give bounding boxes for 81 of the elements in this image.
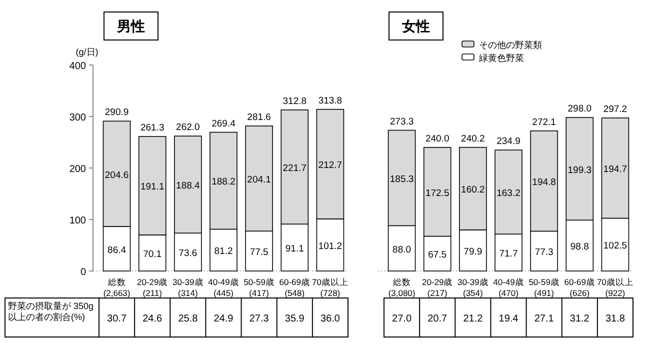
total-label: 312.8 [282,96,307,107]
x-tick-label: 20-29歳 (217) [422,277,453,298]
total-label: 273.3 [390,116,414,128]
text: 20.7 [428,314,448,324]
x-tick-label: 60-69歳 (626) [564,277,596,298]
total-label: 240.2 [461,133,485,144]
total-label: 298.0 [568,103,592,114]
x-tick-label: 30-39歳 (354) [458,277,488,298]
data-label: 188.2 [212,176,236,188]
data-label: 77.5 [250,247,268,258]
y-axis-title: (g/日) [76,47,98,57]
data-label: 212.7 [318,160,342,172]
data-label: 194.7 [603,164,628,176]
text: 30.7 [107,314,127,324]
data-label: 73.6 [178,248,198,260]
text: 31.2 [570,314,590,324]
total-label: 281.6 [247,112,271,123]
data-label: 79.9 [464,246,482,258]
total-label: 240.0 [425,133,450,144]
text: 25.8 [178,314,198,324]
x-tick-label: 総数 (3,080) [388,277,416,298]
total-label: 297.2 [603,104,628,115]
data-label: 185.3 [390,174,414,185]
data-label: 91.1 [285,244,304,255]
chart-title: 女性 [401,18,430,34]
y-tick-label: 0 [80,267,86,278]
text: 21.2 [463,314,484,324]
total-label: 269.4 [212,118,236,130]
data-label: 199.3 [568,164,592,176]
total-label: 272.1 [532,116,556,128]
data-label: 160.2 [461,184,485,196]
total-label: 313.8 [318,95,342,106]
chart-title: 男性 [116,18,145,34]
text: 27.3 [249,314,270,324]
total-label: 290.9 [104,107,129,118]
text: 36.0 [320,314,340,324]
data-label: 194.8 [532,177,556,188]
x-tick-label: 30-39歳 (314) [172,277,204,298]
text: 24.6 [142,314,163,324]
data-label: 67.5 [428,250,447,261]
text: 野菜の摂取量が 350g 以上の者の割合(%) [8,301,94,322]
legend-label: 緑黄色野菜 [478,53,524,63]
text: 27.0 [392,314,412,324]
x-tick-label: 70歳以上 (922) [596,277,634,298]
x-tick-label: 50-59歳 (491) [528,277,560,298]
data-label: 88.0 [392,244,412,256]
data-label: 86.4 [108,244,126,256]
y-tick-label: 400 [69,61,86,72]
legend-label: その他の野菜類 [479,40,542,50]
data-label: 163.2 [496,188,520,200]
total-label: 234.9 [496,136,520,148]
x-tick-label: 50-59歳 (417) [244,277,274,298]
total-label: 262.0 [176,122,200,134]
x-tick-label: 20-29歳 (211) [136,277,168,298]
text: 31.8 [605,314,626,324]
data-label: 98.8 [570,242,589,253]
x-tick-label: 60-69歳 (548) [279,277,310,298]
data-label: 191.1 [140,182,164,193]
data-label: 71.7 [499,248,518,260]
data-label: 70.1 [143,248,162,260]
data-label: 204.1 [247,174,271,186]
text: 24.9 [214,314,234,324]
data-label: 81.2 [214,246,233,258]
data-label: 188.4 [176,180,200,192]
total-label: 261.3 [140,122,164,134]
y-tick-label: 100 [69,216,86,226]
x-tick-label: 40-49歳 (445) [208,277,239,298]
data-label: 204.6 [104,170,129,181]
x-tick-label: 総数 (2,663) [103,277,130,298]
x-tick-label: 40-49歳 (470) [493,277,524,298]
data-label: 77.3 [534,247,554,258]
text: 19.4 [498,314,519,324]
data-label: 102.5 [603,240,628,252]
y-tick-label: 200 [69,164,86,175]
text: 35.9 [284,314,305,324]
data-label: 221.7 [282,162,307,174]
text: 27.1 [534,314,554,324]
data-label: 172.5 [425,188,450,199]
y-tick-label: 300 [69,112,86,124]
data-label: 101.2 [318,240,342,252]
x-tick-label: 70歳以上 (728) [312,277,348,298]
